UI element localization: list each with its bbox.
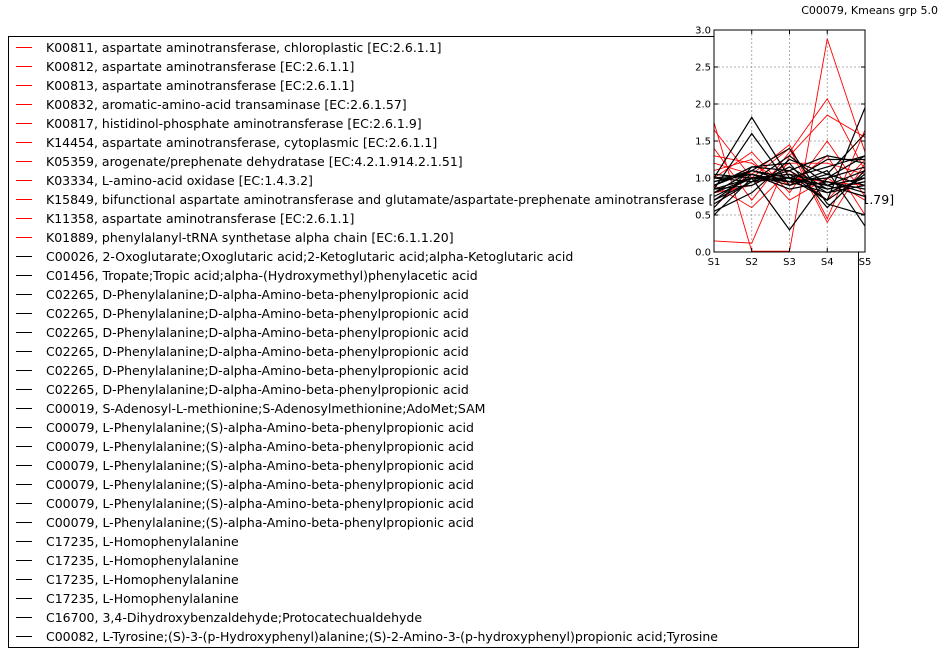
legend-swatch [16, 427, 32, 428]
legend-label: C01456, Tropate;Tropic acid;alpha-(Hydro… [46, 268, 478, 283]
legend-swatch [16, 275, 32, 276]
legend-swatch [16, 161, 32, 162]
y-tick-label: 2.5 [695, 63, 711, 74]
x-tick-label: S3 [783, 257, 796, 268]
y-tick-label: 0.5 [695, 211, 711, 222]
legend-label: C17235, L-Homophenylalanine [46, 534, 239, 549]
legend-label: C00079, L-Phenylalanine;(S)-alpha-Amino-… [46, 496, 474, 511]
y-tick-label: 3.0 [695, 26, 711, 37]
legend-label: K00817, histidinol-phosphate aminotransf… [46, 116, 422, 131]
legend-swatch [16, 199, 32, 200]
legend-swatch [16, 560, 32, 561]
legend-label: C17235, L-Homophenylalanine [46, 553, 239, 568]
legend-label: C00026, 2-Oxoglutarate;Oxoglutaric acid;… [46, 249, 574, 264]
legend-swatch [16, 237, 32, 238]
legend: K00811, aspartate aminotransferase, chlo… [8, 36, 894, 648]
y-tick-label: 2.0 [695, 100, 711, 111]
legend-swatch [16, 332, 32, 333]
legend-swatch [16, 370, 32, 371]
legend-label: K00813, aspartate aminotransferase [EC:2… [46, 78, 355, 93]
series-line [713, 177, 866, 190]
series-line [713, 173, 866, 194]
series-line [713, 147, 866, 216]
legend-label: C00079, L-Phenylalanine;(S)-alpha-Amino-… [46, 439, 474, 454]
series-line [713, 155, 866, 231]
legend-swatch [16, 85, 32, 86]
legend-label: K00832, aromatic-amino-acid transaminase… [46, 97, 407, 112]
series-line [713, 133, 866, 212]
legend-label: C00079, L-Phenylalanine;(S)-alpha-Amino-… [46, 420, 474, 435]
legend-label: K00811, aspartate aminotransferase, chlo… [46, 40, 442, 55]
legend-label: C17235, L-Homophenylalanine [46, 572, 239, 587]
legend-swatch [16, 579, 32, 580]
legend-swatch [16, 66, 32, 67]
legend-swatch [16, 541, 32, 542]
legend-label: K05359, arogenate/prephenate dehydratase… [46, 154, 463, 169]
legend-label: C17235, L-Homophenylalanine [46, 591, 239, 606]
series-line [713, 155, 866, 205]
legend-swatch [16, 104, 32, 105]
legend-label: C00082, L-Tyrosine;(S)-3-(p-Hydroxypheny… [46, 629, 718, 644]
x-tick-label: S4 [821, 257, 834, 268]
legend-label: K01889, phenylalanyl-tRNA synthetase alp… [46, 230, 454, 245]
legend-label: C02265, D-Phenylalanine;D-alpha-Amino-be… [46, 382, 469, 397]
legend-swatch [16, 598, 32, 599]
legend-swatch [16, 636, 32, 637]
y-tick-label: 0.0 [695, 248, 711, 259]
legend-swatch [16, 123, 32, 124]
legend-label: K14454, aspartate aminotransferase, cyto… [46, 135, 438, 150]
legend-swatch [16, 617, 32, 618]
y-tick-label: 1.5 [695, 137, 711, 148]
y-tick-label: 1.0 [695, 174, 711, 185]
legend-label: K00812, aspartate aminotransferase [EC:2… [46, 59, 355, 74]
legend-swatch [16, 256, 32, 257]
x-tick-label: S2 [745, 257, 758, 268]
legend-label: C02265, D-Phenylalanine;D-alpha-Amino-be… [46, 363, 469, 378]
legend-label: C00079, L-Phenylalanine;(S)-alpha-Amino-… [46, 515, 474, 530]
legend-label: K15849, bifunctional aspartate aminotran… [46, 192, 895, 207]
legend-swatch [16, 47, 32, 48]
legend-label: K11358, aspartate aminotransferase [EC:2… [46, 211, 355, 226]
legend-label: C16700, 3,4-Dihydroxybenzaldehyde;Protoc… [46, 610, 423, 625]
legend-label: C00079, L-Phenylalanine;(S)-alpha-Amino-… [46, 458, 474, 473]
legend-label: C00079, L-Phenylalanine;(S)-alpha-Amino-… [46, 477, 474, 492]
legend-swatch [16, 465, 32, 466]
legend-label: C02265, D-Phenylalanine;D-alpha-Amino-be… [46, 306, 469, 321]
chart-title: C00079, Kmeans grp 5.0 [801, 4, 938, 17]
legend-label: K03334, L-amino-acid oxidase [EC:1.4.3.2… [46, 173, 313, 188]
legend-swatch [16, 389, 32, 390]
series-line [713, 173, 866, 201]
legend-swatch [16, 294, 32, 295]
x-tick-label: S5 [859, 257, 872, 268]
legend-swatch [16, 484, 32, 485]
series-line [713, 169, 866, 194]
legend-swatch [16, 313, 32, 314]
legend-label: C02265, D-Phenylalanine;D-alpha-Amino-be… [46, 325, 469, 340]
legend-swatch [16, 503, 32, 504]
series-line [713, 155, 866, 186]
legend-label: C02265, D-Phenylalanine;D-alpha-Amino-be… [46, 344, 469, 359]
legend-swatch [16, 142, 32, 143]
legend-label: C02265, D-Phenylalanine;D-alpha-Amino-be… [46, 287, 469, 302]
legend-swatch [16, 446, 32, 447]
legend-swatch [16, 180, 32, 181]
legend-swatch [16, 522, 32, 523]
x-tick-label: S1 [708, 257, 721, 268]
legend-label: C00019, S-Adenosyl-L-methionine;S-Adenos… [46, 401, 486, 416]
legend-swatch [16, 351, 32, 352]
legend-swatch [16, 218, 32, 219]
legend-swatch [16, 408, 32, 409]
